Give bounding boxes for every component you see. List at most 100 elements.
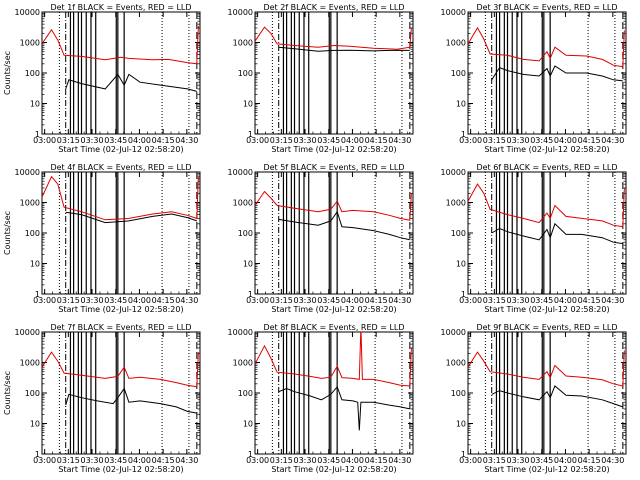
x-tick-label: 03:00 [246, 136, 269, 145]
marker-lines [271, 332, 411, 454]
y-tick-label: 10 [456, 260, 466, 269]
marker-lines [484, 332, 624, 454]
detector-panel: Det 9f BLACK = Events, RED = LLD 1 10 100 10… [441, 323, 627, 474]
marker-lines [271, 172, 411, 294]
x-tick-label: 03:30 [81, 456, 104, 465]
x-tick-label: 03:45 [317, 296, 340, 305]
x-tick-label: 03:45 [104, 136, 127, 145]
y-tick-label: 100 [451, 69, 466, 78]
y-tick-label: 1000 [233, 199, 253, 208]
x-axis-label: Start Time (02-Jul-12 02:58:20) [271, 145, 396, 154]
x-tick-label: 04:15 [365, 296, 388, 305]
x-tick-label: 03:15 [483, 456, 506, 465]
x-tick-label: 03:45 [104, 456, 127, 465]
y-axis-label: Counts/sec [3, 371, 12, 415]
y-tick-label: 1 [461, 130, 466, 139]
x-tick-label: 03:30 [507, 456, 530, 465]
x-tick-label: 03:00 [459, 456, 482, 465]
x-axis-label: Start Time (02-Jul-12 02:58:20) [484, 145, 609, 154]
y-tick-label: 1 [35, 130, 40, 139]
marker-lines [58, 332, 198, 454]
x-tick-label: 04:30 [388, 296, 411, 305]
y-tick-label: 10000 [228, 328, 253, 337]
x-axis-label: Start Time (02-Jul-12 02:58:20) [271, 465, 396, 474]
x-tick-label: 04:00 [341, 136, 364, 145]
marker-lines [484, 12, 624, 134]
plot-title: Det 9f BLACK = Events, RED = LLD [476, 323, 617, 332]
y-tick-label: 100 [25, 229, 40, 238]
y-tick-label: 10000 [441, 328, 466, 337]
y-tick-label: 100 [238, 69, 253, 78]
lld-series-line [42, 25, 199, 65]
plot-title: Det 3f BLACK = Events, RED = LLD [476, 3, 617, 12]
x-tick-label: 03:30 [294, 136, 317, 145]
lld-series-line [255, 26, 412, 50]
x-tick-label: 04:30 [601, 456, 624, 465]
events-series-line [65, 211, 197, 224]
plot-title: Det 5f BLACK = Events, RED = LLD [263, 163, 404, 172]
x-tick-label: 03:45 [530, 296, 553, 305]
x-tick-label: 04:15 [578, 136, 601, 145]
y-tick-label: 1000 [446, 39, 466, 48]
plot-title: Det 8f BLACK = Events, RED = LLD [263, 323, 404, 332]
y-tick-label: 10 [30, 420, 40, 429]
x-tick-label: 03:00 [459, 136, 482, 145]
y-tick-label: 100 [25, 389, 40, 398]
detector-panel: Det 2f BLACK = Events, RED = LLD 1 10 100 10… [228, 3, 414, 154]
x-axis-label: Start Time (02-Jul-12 02:58:20) [58, 465, 183, 474]
events-series-line [278, 46, 410, 52]
lld-series-line [42, 175, 199, 221]
x-axis-label: Start Time (02-Jul-12 02:58:20) [58, 145, 183, 154]
x-tick-label: 04:00 [554, 456, 577, 465]
x-tick-label: 04:30 [175, 296, 198, 305]
detector-panel: Det 5f BLACK = Events, RED = LLD 1 10 100 10… [228, 163, 414, 314]
y-tick-label: 10 [456, 420, 466, 429]
x-tick-label: 04:00 [128, 456, 151, 465]
x-tick-label: 03:30 [294, 456, 317, 465]
y-tick-label: 10000 [441, 8, 466, 17]
y-axis-label: Counts/sec [3, 211, 12, 255]
x-tick-label: 03:45 [104, 296, 127, 305]
lld-series-line [468, 350, 625, 387]
x-tick-label: 03:45 [317, 136, 340, 145]
x-tick-label: 04:30 [175, 456, 198, 465]
events-series-line [491, 65, 623, 82]
y-tick-label: 1 [248, 130, 253, 139]
y-tick-label: 10 [243, 100, 253, 109]
x-tick-label: 04:15 [152, 296, 175, 305]
y-tick-label: 1 [248, 290, 253, 299]
x-tick-label: 04:00 [128, 136, 151, 145]
x-tick-label: 03:45 [530, 136, 553, 145]
x-tick-label: 04:00 [554, 296, 577, 305]
marker-lines [271, 12, 411, 134]
x-tick-label: 03:45 [530, 456, 553, 465]
y-tick-label: 10000 [228, 168, 253, 177]
x-tick-label: 03:30 [294, 296, 317, 305]
detector-panel: Det 1f BLACK = Events, RED = LLD 1 10 100 10… [3, 3, 201, 154]
marker-lines [58, 172, 198, 294]
y-tick-label: 1000 [446, 199, 466, 208]
x-tick-label: 04:30 [601, 136, 624, 145]
detector-panel: Det 3f BLACK = Events, RED = LLD 1 10 100 10… [441, 3, 627, 154]
y-tick-label: 10 [30, 100, 40, 109]
events-series-line [491, 385, 623, 408]
y-tick-label: 1 [461, 290, 466, 299]
y-tick-label: 100 [451, 389, 466, 398]
y-tick-label: 100 [238, 229, 253, 238]
detector-panel: Det 8f BLACK = Events, RED = LLD 1 10 100 10… [228, 323, 414, 474]
plot-title: Det 6f BLACK = Events, RED = LLD [476, 163, 617, 172]
y-tick-label: 1 [248, 450, 253, 459]
detector-panel: Det 6f BLACK = Events, RED = LLD 1 10 100 10… [441, 163, 627, 314]
x-tick-label: 04:00 [554, 136, 577, 145]
x-tick-label: 04:15 [152, 136, 175, 145]
y-tick-label: 100 [238, 389, 253, 398]
events-series-line [491, 222, 623, 245]
y-tick-label: 10000 [15, 328, 40, 337]
x-axis-label: Start Time (02-Jul-12 02:58:20) [484, 305, 609, 314]
x-tick-label: 03:15 [483, 136, 506, 145]
y-tick-label: 1000 [233, 359, 253, 368]
x-tick-label: 04:00 [341, 456, 364, 465]
x-axis-label: Start Time (02-Jul-12 02:58:20) [58, 305, 183, 314]
x-tick-label: 03:15 [57, 296, 80, 305]
x-tick-label: 03:00 [33, 296, 56, 305]
